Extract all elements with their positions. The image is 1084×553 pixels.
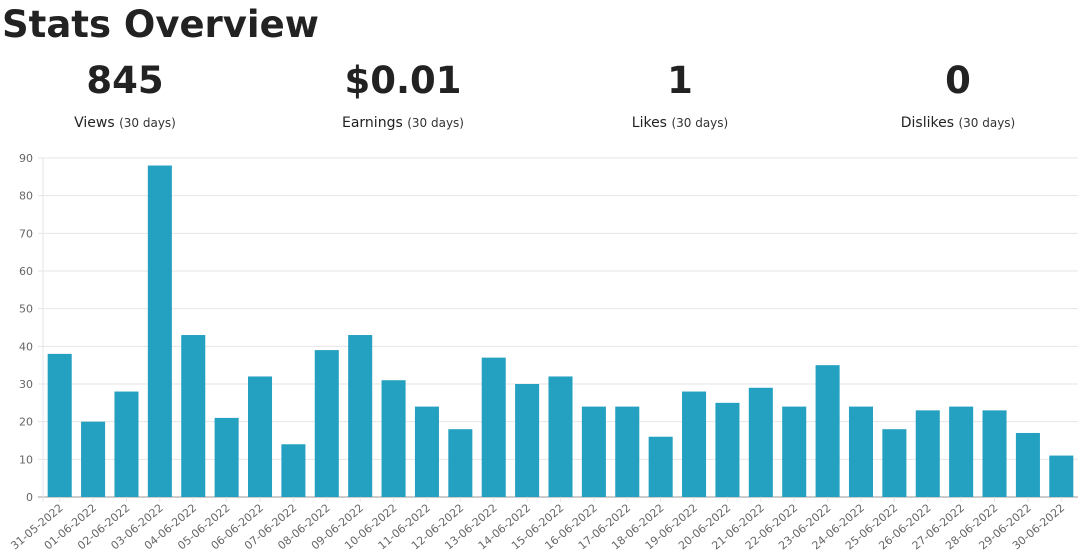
- bar-30-06-2022[interactable]: [1049, 455, 1074, 497]
- bar-01-06-2022[interactable]: [81, 421, 106, 497]
- stat-earnings-label: Earnings: [342, 115, 403, 131]
- stat-likes-period: (30 days): [671, 116, 729, 130]
- bar-20-06-2022[interactable]: [715, 402, 740, 497]
- bar-18-06-2022[interactable]: [648, 436, 673, 497]
- bar-16-06-2022[interactable]: [581, 406, 606, 497]
- bar-22-06-2022[interactable]: [782, 406, 807, 497]
- bar-09-06-2022[interactable]: [348, 335, 373, 497]
- bar-02-06-2022[interactable]: [114, 391, 139, 497]
- bar-07-06-2022[interactable]: [281, 444, 306, 497]
- page-title: Stats Overview: [2, 3, 319, 46]
- stat-likes-value: 1: [667, 59, 693, 102]
- y-tick-label: 90: [19, 152, 33, 165]
- bar-13-06-2022[interactable]: [481, 357, 506, 497]
- bar-10-06-2022[interactable]: [381, 380, 406, 497]
- y-tick-label: 0: [26, 491, 33, 504]
- stat-likes: 1 Likes (30 days): [560, 58, 800, 132]
- bar-06-06-2022[interactable]: [247, 376, 273, 497]
- stat-dislikes-period: (30 days): [958, 116, 1016, 130]
- bar-27-06-2022[interactable]: [949, 406, 974, 497]
- stat-likes-label: Likes: [631, 115, 667, 131]
- y-tick-label: 10: [19, 453, 33, 466]
- y-tick-label: 20: [19, 416, 33, 429]
- bar-15-06-2022[interactable]: [548, 376, 573, 497]
- bar-23-06-2022[interactable]: [815, 365, 840, 497]
- stat-dislikes-label: Dislikes: [900, 115, 955, 131]
- bar-28-06-2022[interactable]: [982, 410, 1007, 497]
- bar-25-06-2022[interactable]: [882, 429, 907, 497]
- stat-views-label-row: Views (30 days): [5, 114, 245, 132]
- bar-29-06-2022[interactable]: [1015, 432, 1040, 497]
- stat-views: 845 Views (30 days): [5, 58, 245, 132]
- bar-19-06-2022[interactable]: [682, 391, 707, 497]
- bar-17-06-2022[interactable]: [615, 406, 640, 497]
- y-tick-label: 60: [19, 265, 33, 278]
- stat-dislikes: 0 Dislikes (30 days): [838, 58, 1078, 132]
- y-tick-label: 70: [19, 227, 33, 240]
- bar-31-05-2022[interactable]: [47, 353, 72, 497]
- stat-earnings-value: $0.01: [344, 59, 462, 102]
- stat-views-value: 845: [86, 59, 164, 102]
- stat-likes-label-row: Likes (30 days): [560, 114, 800, 132]
- bar-26-06-2022[interactable]: [915, 410, 940, 497]
- bar-03-06-2022[interactable]: [147, 165, 172, 498]
- y-tick-label: 50: [19, 303, 33, 316]
- y-tick-label: 40: [19, 340, 33, 353]
- stat-views-period: (30 days): [119, 116, 176, 130]
- bar-21-06-2022[interactable]: [748, 387, 773, 497]
- bar-24-06-2022[interactable]: [848, 406, 874, 497]
- stat-dislikes-label-row: Dislikes (30 days): [838, 114, 1078, 132]
- bar-05-06-2022[interactable]: [214, 417, 239, 497]
- y-tick-label: 30: [19, 378, 33, 391]
- bar-14-06-2022[interactable]: [515, 384, 540, 497]
- stat-views-label: Views: [74, 115, 115, 131]
- stat-earnings-label-row: Earnings (30 days): [283, 114, 523, 132]
- stat-earnings-period: (30 days): [407, 116, 464, 130]
- bar-08-06-2022[interactable]: [314, 350, 339, 497]
- bar-04-06-2022[interactable]: [181, 335, 206, 497]
- stat-earnings: $0.01 Earnings (30 days): [283, 58, 523, 132]
- bar-11-06-2022[interactable]: [414, 406, 439, 497]
- y-tick-label: 80: [19, 190, 33, 203]
- bar-12-06-2022[interactable]: [448, 429, 473, 497]
- stat-dislikes-value: 0: [945, 59, 971, 102]
